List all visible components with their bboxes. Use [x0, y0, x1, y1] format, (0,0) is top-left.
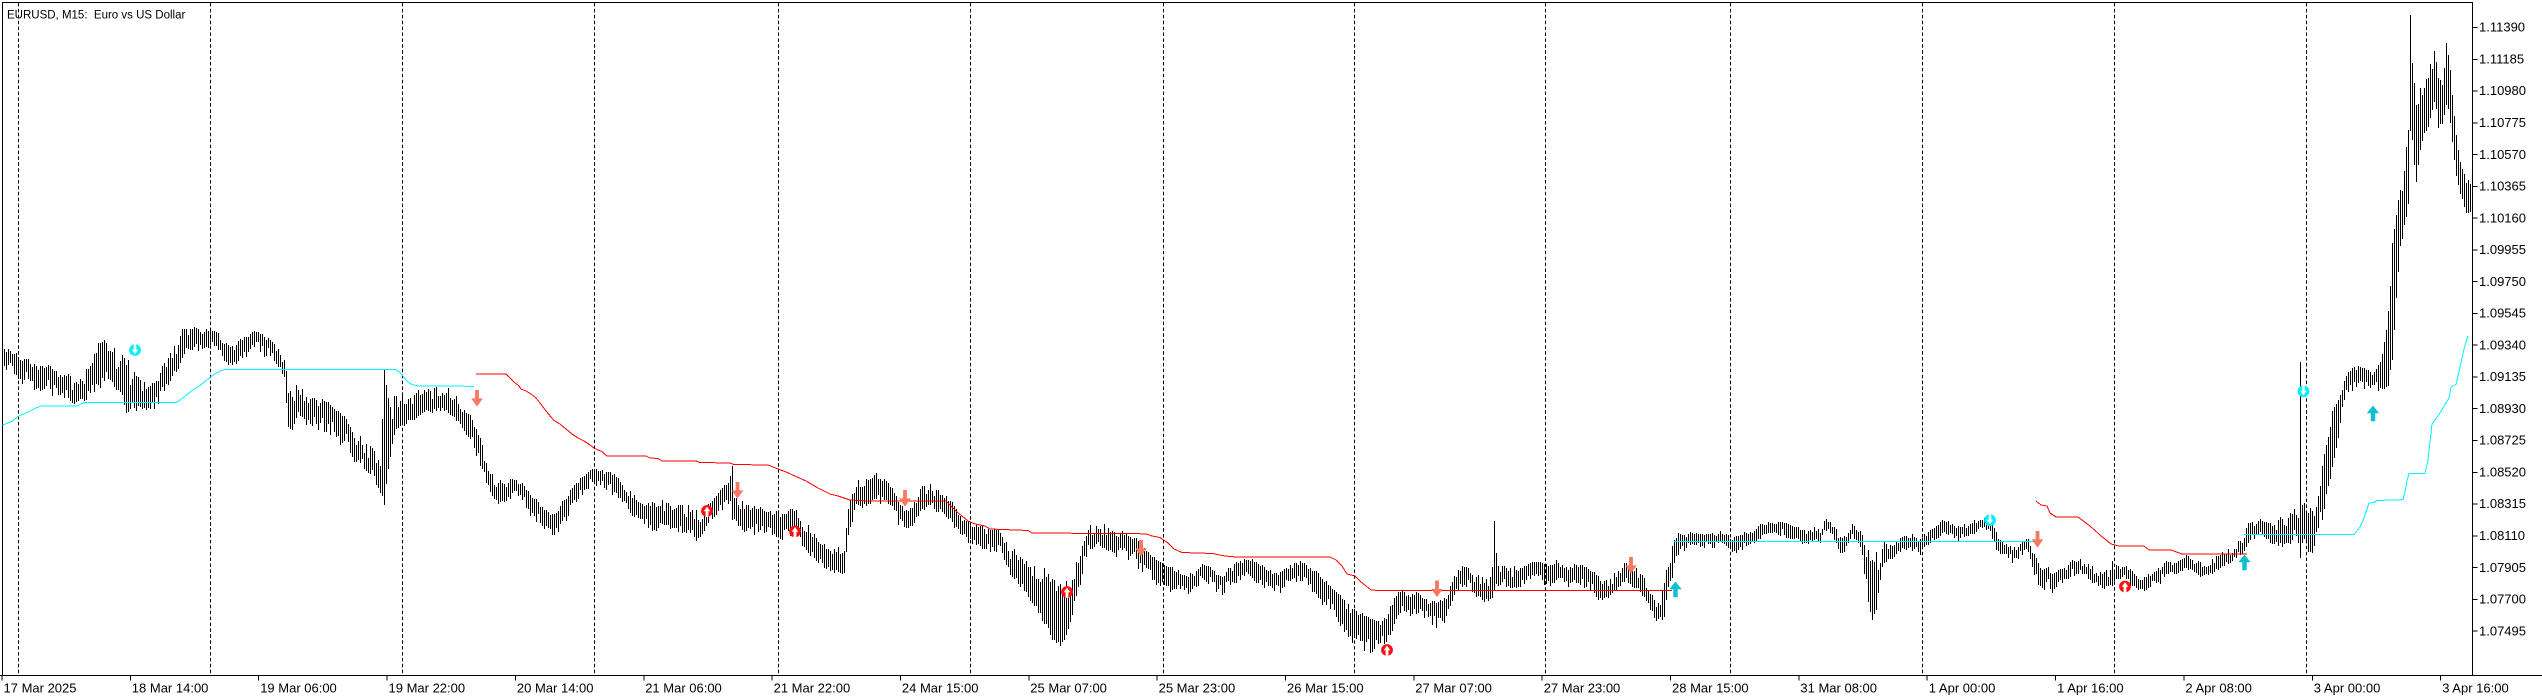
svg-text:1.08110: 1.08110	[2479, 528, 2525, 543]
svg-text:1.10980: 1.10980	[2479, 83, 2526, 98]
svg-text:19 Mar 22:00: 19 Mar 22:00	[389, 681, 466, 696]
svg-text:18 Mar 14:00: 18 Mar 14:00	[132, 681, 209, 696]
svg-text:1.09545: 1.09545	[2479, 306, 2526, 321]
svg-text:24 Mar 15:00: 24 Mar 15:00	[902, 681, 979, 696]
svg-text:1.11390: 1.11390	[2479, 20, 2525, 35]
svg-text:1.08725: 1.08725	[2479, 433, 2526, 448]
svg-text:2 Apr 08:00: 2 Apr 08:00	[2185, 681, 2252, 696]
svg-text:1.10365: 1.10365	[2479, 179, 2526, 194]
svg-text:1 Apr 16:00: 1 Apr 16:00	[2057, 681, 2124, 696]
svg-text:1.08520: 1.08520	[2479, 465, 2526, 480]
svg-text:1.10775: 1.10775	[2479, 115, 2526, 130]
svg-text:26 Mar 15:00: 26 Mar 15:00	[1287, 681, 1364, 696]
svg-text:31 Mar 08:00: 31 Mar 08:00	[1800, 681, 1877, 696]
svg-text:EURUSD, M15: Euro vs US Dolla: EURUSD, M15: Euro vs US Dollar	[7, 10, 185, 22]
svg-text:1.10160: 1.10160	[2479, 210, 2526, 225]
svg-text:1.09340: 1.09340	[2479, 337, 2526, 352]
svg-text:1.08315: 1.08315	[2479, 496, 2526, 511]
svg-text:17 Mar 2025: 17 Mar 2025	[4, 681, 77, 696]
svg-text:3 Apr 00:00: 3 Apr 00:00	[2314, 681, 2381, 696]
svg-text:1 Apr 00:00: 1 Apr 00:00	[1929, 681, 1996, 696]
svg-text:20 Mar 14:00: 20 Mar 14:00	[517, 681, 594, 696]
svg-text:27 Mar 23:00: 27 Mar 23:00	[1544, 681, 1621, 696]
svg-text:19 Mar 06:00: 19 Mar 06:00	[260, 681, 337, 696]
svg-text:1.09955: 1.09955	[2479, 242, 2526, 257]
svg-text:28 Mar 15:00: 28 Mar 15:00	[1672, 681, 1749, 696]
svg-text:21 Mar 22:00: 21 Mar 22:00	[774, 681, 851, 696]
svg-text:1.11185: 1.11185	[2479, 52, 2524, 67]
svg-text:1.07905: 1.07905	[2479, 560, 2526, 575]
svg-text:1.10570: 1.10570	[2479, 147, 2526, 162]
svg-text:1.09135: 1.09135	[2479, 369, 2526, 384]
svg-text:27 Mar 07:00: 27 Mar 07:00	[1415, 681, 1492, 696]
svg-text:21 Mar 06:00: 21 Mar 06:00	[645, 681, 722, 696]
svg-text:1.08930: 1.08930	[2479, 401, 2526, 416]
svg-text:1.09750: 1.09750	[2479, 274, 2526, 289]
svg-text:25 Mar 23:00: 25 Mar 23:00	[1159, 681, 1236, 696]
svg-text:3 Apr 16:00: 3 Apr 16:00	[2442, 681, 2509, 696]
svg-text:25 Mar 07:00: 25 Mar 07:00	[1030, 681, 1107, 696]
svg-text:1.07700: 1.07700	[2479, 592, 2526, 607]
svg-text:1.07495: 1.07495	[2479, 623, 2526, 638]
